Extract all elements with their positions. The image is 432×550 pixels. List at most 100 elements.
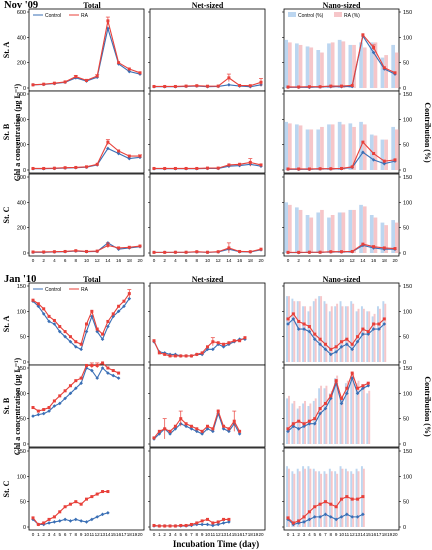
control-point (221, 345, 226, 349)
x-tick-label: 5 (313, 532, 316, 537)
control-point (106, 146, 110, 151)
ra-point (52, 515, 56, 519)
legend-ra-label: RA (81, 287, 89, 293)
ra-point (195, 166, 199, 170)
ra-point (85, 497, 88, 501)
ra-point (286, 317, 290, 321)
legend-control-label: Control (45, 13, 61, 19)
ra-point (372, 152, 376, 156)
x-tick-label: 16 (371, 532, 377, 537)
ra-point (361, 327, 365, 331)
panel-frame (149, 90, 266, 174)
right-tick-label: 50 (403, 335, 409, 341)
ra-point (106, 140, 110, 144)
ra-point (238, 339, 242, 343)
ra-point (206, 166, 209, 170)
ra-point (85, 322, 88, 326)
ra-point (117, 246, 121, 250)
x-tick-label: 18 (382, 532, 388, 537)
panel: 0 200 400 600 Control RA (17, 8, 145, 92)
ra-pct-bar (384, 225, 388, 253)
ra-point (206, 345, 209, 349)
ra-pct-bar (304, 306, 306, 362)
control-point (296, 327, 301, 331)
ra-point (52, 399, 56, 403)
control-pct-bar (350, 301, 353, 362)
ra-point (222, 517, 226, 521)
control-pct-bar (295, 43, 299, 88)
x-tick-label: 16 (237, 258, 243, 263)
ra-pct-bar (330, 471, 333, 527)
ra-point (42, 307, 46, 311)
ra-point (356, 497, 360, 501)
ra-point (173, 84, 177, 88)
control-point (100, 512, 105, 517)
control-pct-bar (284, 121, 288, 170)
ra-point (222, 424, 226, 428)
x-tick-label: 2 (42, 532, 45, 537)
x-tick-label: 10 (84, 532, 90, 537)
ra-pct-bar (320, 473, 323, 527)
ra-point (329, 347, 333, 351)
x-tick-label: 4 (308, 532, 311, 537)
ra-point (90, 363, 94, 367)
panel-frame (28, 90, 145, 174)
y-tick-label: 0 (23, 86, 26, 92)
control-point (221, 427, 226, 431)
ra-point (313, 505, 317, 509)
ra-point (138, 244, 142, 248)
x-tick-label: 18 (248, 532, 254, 537)
control-pct-bar (286, 398, 288, 444)
control-point (74, 345, 78, 349)
ra-point (173, 424, 177, 428)
ra-pct-bar (320, 385, 323, 444)
ra-point (297, 250, 301, 254)
panel (148, 90, 266, 174)
ra-pct-bar (352, 44, 356, 88)
x-tick-label: 11 (344, 532, 349, 537)
ra-point (318, 502, 322, 506)
panel: 0 50 100 150 (17, 361, 145, 448)
right-tick-label: 150 (403, 175, 412, 181)
ra-pct-bar (298, 44, 303, 88)
ra-point (42, 250, 46, 254)
ra-point (206, 84, 209, 88)
y-tick-label: 100 (17, 391, 26, 397)
ra-point (350, 249, 354, 253)
ra-point (52, 166, 56, 170)
x-tick-label: 18 (382, 258, 388, 263)
control-point (47, 319, 51, 324)
ra-point (184, 166, 188, 170)
y2-axis-title: Contribution (%) (423, 102, 432, 163)
ra-pct-bar (362, 206, 367, 253)
ra-pct-bar (378, 308, 381, 362)
ra-pct-bar (330, 215, 335, 253)
ra-point (248, 160, 252, 164)
column-title: Total (83, 275, 101, 284)
control-pct-bar (323, 388, 326, 444)
legend-ra-pct-swatch (334, 12, 342, 17)
control-point (227, 520, 231, 524)
ra-point (152, 84, 156, 88)
ra-pct-bar (362, 124, 367, 170)
row-label: St. B (2, 397, 11, 414)
ra-pct-bar (298, 125, 303, 170)
ra-point (340, 497, 343, 501)
x-tick-label: 10 (205, 258, 211, 263)
panel: 0 50 100 150 (282, 282, 412, 366)
panel-frame (149, 364, 266, 448)
control-pct-bar (348, 209, 353, 253)
right-tick-label: 0 (403, 360, 406, 366)
control-pct-bar (305, 129, 310, 170)
ra-point (232, 419, 236, 423)
y-tick-label: 400 (17, 117, 26, 123)
y-axis-title: Chl a concentration (μg L⁻¹) (13, 83, 22, 181)
panel-frame (149, 447, 266, 531)
control-point (323, 347, 328, 352)
control-pct-bar (296, 468, 299, 527)
control-pct-bar (328, 311, 331, 362)
control-point (211, 347, 215, 352)
ra-point (195, 352, 199, 356)
control-point (237, 432, 242, 436)
ra-point (111, 369, 115, 373)
